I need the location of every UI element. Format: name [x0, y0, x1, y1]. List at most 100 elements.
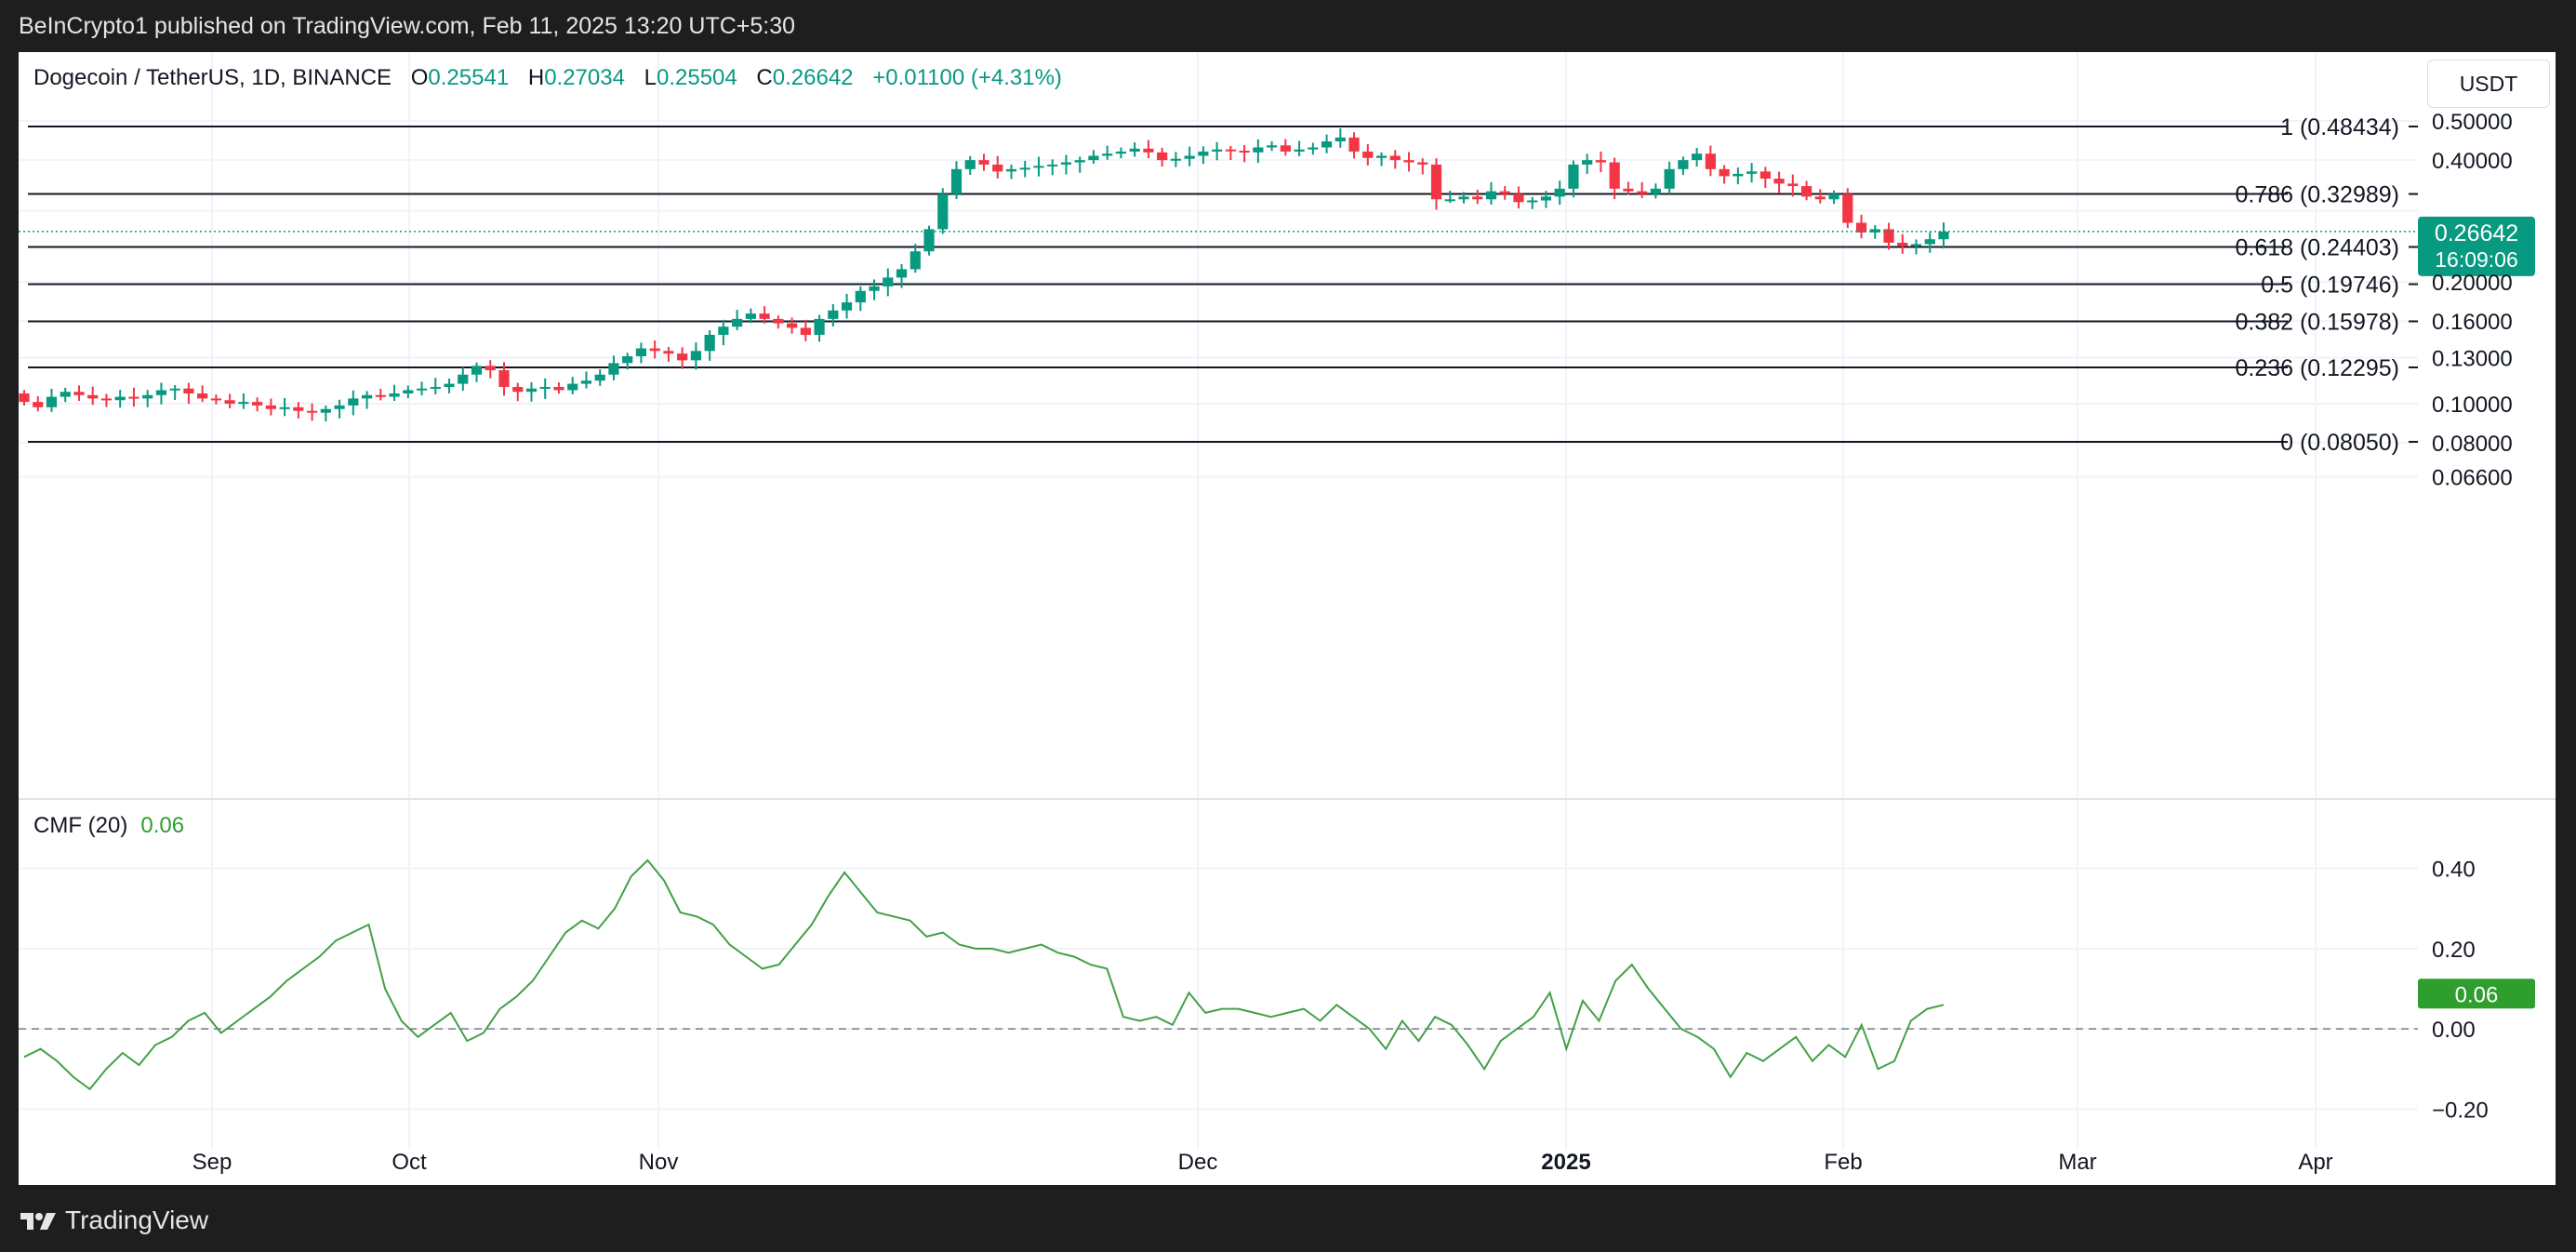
- tradingview-logo[interactable]: TradingView: [19, 1205, 208, 1235]
- candle-body: [1403, 160, 1414, 163]
- symbol-name: Dogecoin / TetherUS, 1D, BINANCE: [33, 65, 392, 90]
- candle-body: [210, 398, 222, 401]
- candle-body: [525, 388, 538, 393]
- price-axis-label: 0.20000: [2432, 271, 2513, 296]
- candle-body: [1527, 200, 1538, 203]
- candle-body: [1910, 244, 1922, 246]
- candle-body: [1239, 151, 1250, 153]
- candle-body: [1924, 239, 1935, 245]
- fib-level-label: 0.5 (0.19746): [2261, 272, 2399, 298]
- candle-body: [704, 334, 715, 352]
- candle-body: [1499, 191, 1510, 194]
- candle-body: [1266, 145, 1278, 148]
- candle-body: [1005, 168, 1017, 172]
- cmf-axis-label: −0.20: [2432, 1098, 2489, 1123]
- candle-body: [87, 394, 99, 399]
- grid-lines: [19, 52, 2418, 1150]
- candle-body: [1719, 168, 1730, 177]
- currency-selector[interactable]: USDT: [2427, 60, 2550, 108]
- price-tag-bg: [2418, 216, 2535, 276]
- date-axis: Sep Oct Nov Dec 2025 Feb Mar Apr: [193, 1150, 2333, 1175]
- candle-body: [293, 406, 304, 411]
- candle-body: [869, 286, 880, 291]
- candle-body: [348, 398, 359, 406]
- symbol-legend: Dogecoin / TetherUS, 1D, BINANCE O0.2554…: [33, 65, 1062, 91]
- candle-body: [1787, 183, 1799, 187]
- candle-body: [238, 402, 249, 405]
- candle-body: [1430, 164, 1442, 200]
- candle-body: [46, 396, 58, 407]
- chart-area[interactable]: 1 (0.48434) 0.786 (0.32989) 0.618 (0.24403…: [19, 52, 2556, 1185]
- candle-body: [1129, 148, 1140, 152]
- fib-level-label: 0.236 (0.12295): [2235, 355, 2399, 381]
- candle-body: [786, 323, 798, 328]
- candle-body: [1637, 191, 1648, 194]
- chart-svg[interactable]: 1 (0.48434) 0.786 (0.32989) 0.618 (0.24403…: [19, 52, 2556, 1185]
- candle-body: [1485, 191, 1497, 200]
- candle-body: [1773, 179, 1785, 184]
- published-header: BeInCrypto1 published on TradingView.com…: [19, 13, 796, 39]
- candle-body: [649, 348, 660, 352]
- candle-body: [1033, 166, 1044, 168]
- cmf-tag-value: 0.06: [2455, 982, 2499, 1007]
- candle-body: [1308, 147, 1319, 150]
- low-label: L: [644, 65, 657, 90]
- candle-body: [1212, 149, 1223, 152]
- candle-body: [430, 386, 441, 389]
- price-axis-label: 0.50000: [2432, 110, 2513, 135]
- open-label: O: [410, 65, 429, 90]
- candle-body: [1595, 160, 1607, 163]
- candle-body: [1897, 242, 1908, 246]
- high-label: H: [527, 65, 545, 90]
- candle-body: [608, 363, 619, 375]
- candle-body: [1019, 167, 1030, 170]
- fibonacci-levels: 1 (0.48434) 0.786 (0.32989) 0.618 (0.24403…: [28, 114, 2418, 456]
- candle-body: [498, 369, 510, 387]
- candle-body: [458, 374, 469, 384]
- candle-body: [1582, 160, 1593, 165]
- date-axis-label: Dec: [1178, 1150, 1218, 1175]
- candle-body: [923, 229, 935, 252]
- cmf-axis-label: 0.40: [2432, 858, 2476, 883]
- candle-body: [1389, 155, 1401, 161]
- candle-body: [1417, 162, 1428, 165]
- candle-body: [252, 402, 263, 406]
- price-axis-label: 0.13000: [2432, 346, 2513, 371]
- candle-body: [567, 383, 578, 391]
- candle-body: [197, 393, 208, 399]
- date-axis-label: 2025: [1541, 1150, 1590, 1175]
- candle-body: [19, 393, 30, 403]
- candle-body: [1444, 199, 1455, 202]
- change-value: +0.01100 (+4.31%): [872, 65, 1062, 90]
- candle-body: [539, 386, 551, 389]
- price-axis-label: 0.06600: [2432, 465, 2513, 490]
- candle-body: [389, 393, 400, 397]
- candle-body: [1513, 193, 1524, 203]
- candle-body: [60, 392, 71, 397]
- candle-body: [1225, 149, 1236, 152]
- candle-body: [1472, 196, 1483, 200]
- candle-body: [1733, 173, 1744, 177]
- candle-body: [1759, 171, 1771, 180]
- candle-body: [1623, 188, 1634, 192]
- candle-body: [1334, 137, 1346, 142]
- candle-body: [841, 302, 853, 311]
- candle-body: [553, 386, 564, 391]
- candle-body: [265, 405, 276, 409]
- candle-body: [1800, 186, 1812, 197]
- candle-body: [1855, 222, 1867, 233]
- date-axis-label: Mar: [2058, 1150, 2096, 1175]
- candle-body: [114, 396, 126, 401]
- candle-body: [1568, 164, 1579, 189]
- candle-body: [1294, 149, 1305, 152]
- candle-body: [814, 318, 825, 335]
- price-axis-label: 0.40000: [2432, 149, 2513, 174]
- candle-body: [73, 392, 85, 395]
- candle-body: [1170, 158, 1182, 161]
- candle-body: [1060, 162, 1072, 165]
- candle-body: [33, 402, 44, 407]
- candle-body: [1705, 153, 1716, 169]
- candle-body: [444, 383, 455, 387]
- candle-body: [155, 390, 167, 395]
